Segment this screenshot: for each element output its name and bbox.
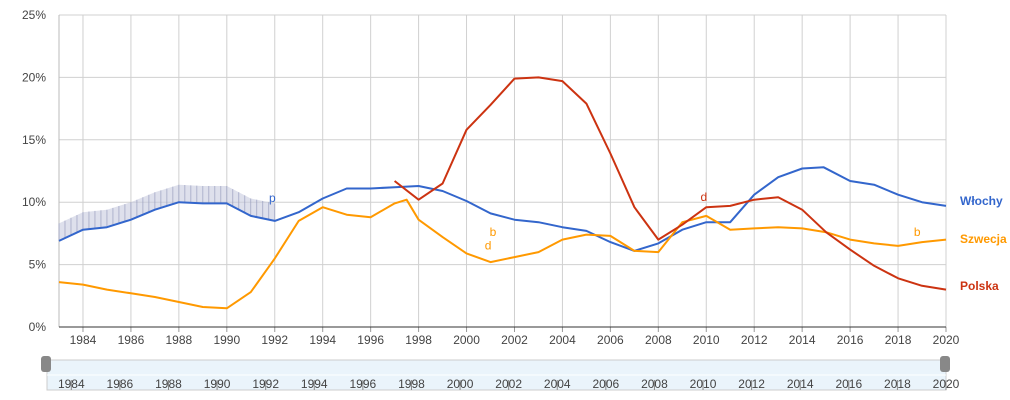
legend-entry: Włochy [960, 194, 1003, 208]
navigator-tick-label: 2008 [641, 377, 668, 391]
x-tick-label: 2006 [597, 333, 624, 347]
x-tick-label: 2004 [549, 333, 576, 347]
x-tick-label: 2016 [837, 333, 864, 347]
x-tick-label: 1992 [261, 333, 288, 347]
legend-entry: Szwecja [960, 232, 1007, 246]
navigator-tick-label: 1992 [252, 377, 279, 391]
y-tick-label: 10% [22, 195, 46, 209]
navigator-tick-label: 1996 [350, 377, 377, 391]
y-tick-label: 25% [22, 8, 46, 22]
y-tick-label: 20% [22, 70, 46, 84]
x-tick-label: 1998 [405, 333, 432, 347]
navigator-tick-label: 2004 [544, 377, 571, 391]
x-tick-label: 2012 [741, 333, 768, 347]
y-tick-label: 0% [29, 320, 47, 334]
x-tick-label: 2008 [645, 333, 672, 347]
navigator-tick-label: 1986 [107, 377, 134, 391]
navigator-tick-label: 2020 [933, 377, 960, 391]
annotation-label: p [269, 191, 276, 205]
x-tick-label: 1990 [213, 333, 240, 347]
series-line-3[interactable] [393, 76, 947, 291]
series-line-1[interactable] [58, 166, 947, 252]
navigator-right-handle[interactable] [940, 356, 950, 372]
x-tick-label: 1988 [166, 333, 193, 347]
x-tick-label: 2014 [789, 333, 816, 347]
x-tick-label: 2000 [453, 333, 480, 347]
series-lines [58, 76, 947, 310]
x-tick-label: 2002 [501, 333, 528, 347]
annotation-label: b [914, 225, 921, 239]
navigator-left-handle[interactable] [41, 356, 51, 372]
legend-entry: Polska [960, 279, 999, 293]
x-tick-label: 2020 [933, 333, 960, 347]
navigator-tick-label: 2018 [884, 377, 911, 391]
range-navigator[interactable]: 1984 1986 1988 1990 1992 1994 1996 1998 2000 2002… [41, 356, 960, 391]
navigator-tick-label: 2006 [592, 377, 619, 391]
navigator-tick-label: 1998 [398, 377, 425, 391]
navigator-tick-label: 1994 [301, 377, 328, 391]
x-tick-label: 1986 [118, 333, 145, 347]
y-tick-label: 5% [29, 258, 47, 272]
x-tick-label: 1994 [309, 333, 336, 347]
navigator-tick-label: 1988 [155, 377, 182, 391]
x-tick-label: 2018 [885, 333, 912, 347]
x-tick-label: 2010 [693, 333, 720, 347]
annotation-label: b [490, 225, 497, 239]
legend: Włochy Szwecja Polska [960, 194, 1007, 293]
navigator-tick-label: 1984 [58, 377, 85, 391]
annotation-label: d [701, 190, 708, 204]
x-tick-label: 1984 [70, 333, 97, 347]
annotation-label: d [485, 239, 492, 253]
y-tick-label: 15% [22, 133, 46, 147]
navigator-tick-label: 2000 [447, 377, 474, 391]
navigator-tick-label: 1990 [204, 377, 231, 391]
navigator-tick-label: 2016 [835, 377, 862, 391]
navigator-tick-label: 2014 [787, 377, 814, 391]
gridlines [59, 14, 947, 328]
navigator-tick-label: 2010 [690, 377, 717, 391]
axes: 0% 5% 10% 15% 20% 25% 1984 1986 1988 1990 1992 1994… [22, 8, 960, 347]
x-tick-label: 1996 [357, 333, 384, 347]
navigator-tick-label: 2012 [738, 377, 765, 391]
series-line-2[interactable] [58, 198, 947, 310]
navigator-tick-label: 2002 [495, 377, 522, 391]
